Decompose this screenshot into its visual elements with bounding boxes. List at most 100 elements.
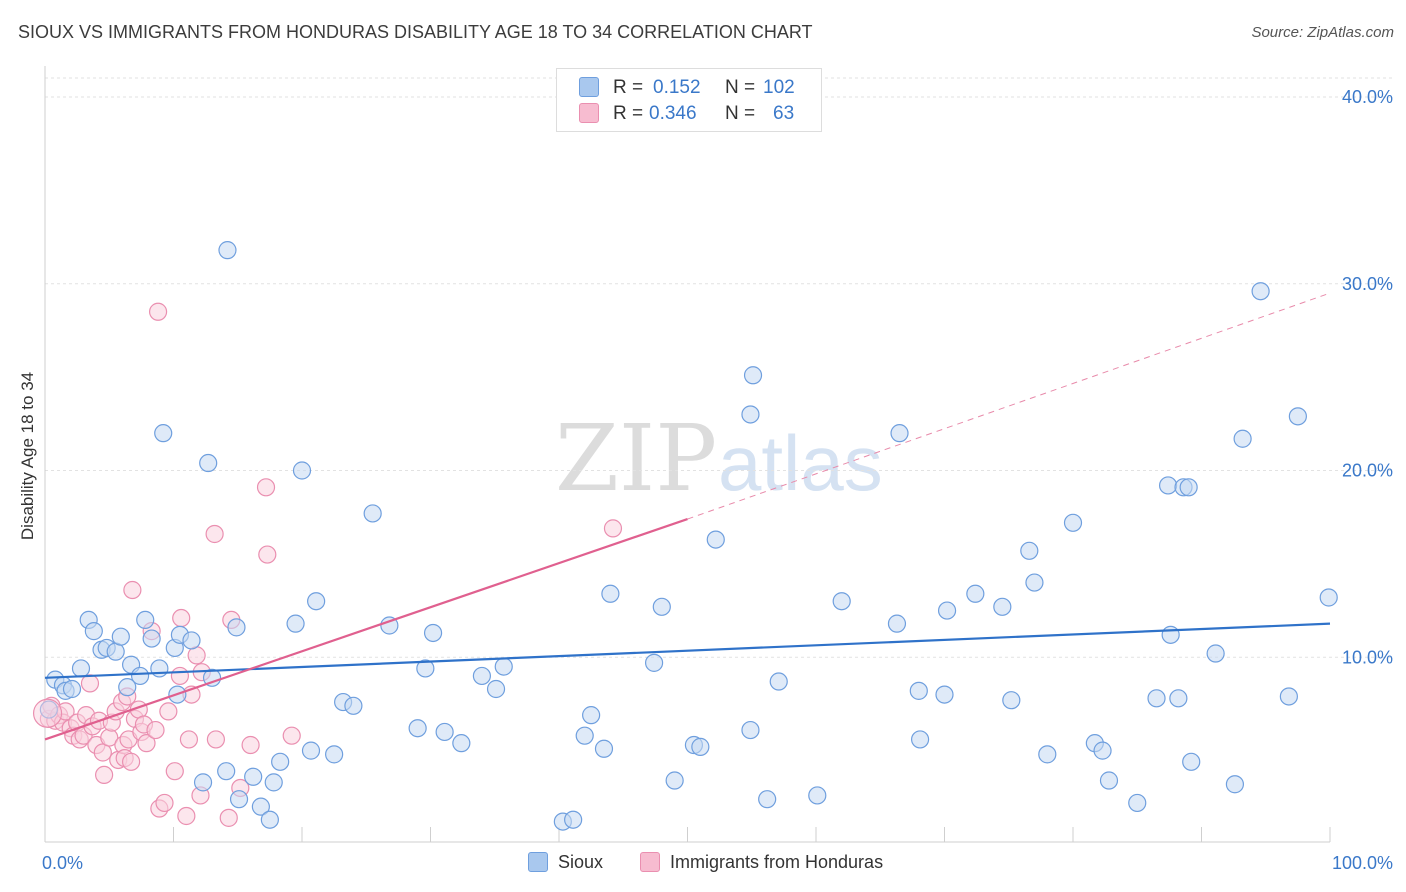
legend-r-label: R =	[613, 77, 644, 98]
data-point	[1147, 689, 1166, 708]
data-point	[564, 810, 583, 829]
source-label: Source: ZipAtlas.com	[1251, 24, 1394, 41]
data-point	[435, 722, 454, 742]
data-point	[937, 601, 957, 620]
data-point	[218, 241, 237, 260]
data-point	[808, 786, 827, 805]
data-point	[182, 631, 201, 650]
data-point	[111, 627, 130, 646]
data-point	[155, 793, 174, 813]
data-point	[130, 666, 150, 686]
y-tick-label: 10.0%	[1342, 647, 1393, 667]
legend-label-sioux: Sioux	[558, 852, 604, 872]
data-point	[1288, 407, 1307, 426]
watermark-atlas: atlas	[718, 419, 883, 507]
x-tick-labels: 0.0% 100.0%	[42, 853, 1393, 873]
data-point	[325, 745, 344, 764]
data-point	[890, 424, 909, 443]
legend-n-label: N =	[725, 103, 756, 124]
data-point	[887, 614, 907, 633]
data-point	[84, 622, 103, 641]
data-point	[217, 762, 236, 781]
data-point	[582, 706, 601, 725]
data-points	[32, 241, 1338, 831]
x-tick-label: 100.0%	[1332, 853, 1393, 873]
data-point	[241, 735, 260, 755]
data-point	[286, 614, 305, 633]
data-point	[136, 610, 155, 630]
legend-swatch-honduras	[640, 852, 660, 872]
data-point	[1002, 691, 1021, 710]
data-point	[472, 666, 491, 686]
data-point	[80, 674, 100, 693]
data-point	[282, 726, 301, 745]
data-point	[219, 808, 238, 827]
y-tick-label: 30.0%	[1342, 274, 1393, 294]
data-point	[1093, 741, 1112, 760]
data-point	[1161, 625, 1180, 644]
data-point	[95, 765, 114, 785]
data-point	[652, 597, 671, 616]
data-point	[1038, 745, 1057, 764]
data-point	[494, 657, 513, 676]
data-point	[202, 668, 222, 687]
data-point	[154, 424, 173, 443]
data-point	[1179, 478, 1198, 497]
data-point	[935, 685, 954, 704]
data-point	[1063, 513, 1083, 532]
data-point	[741, 405, 760, 424]
y-axis-label: Disability Age 18 to 34	[18, 371, 37, 541]
data-point	[344, 696, 363, 715]
data-point	[665, 771, 684, 790]
data-point	[758, 790, 777, 809]
data-point	[1225, 775, 1245, 794]
y-tick-label: 40.0%	[1342, 87, 1393, 107]
legend-r-value: 0.152	[653, 77, 701, 98]
data-point	[32, 698, 63, 728]
trend-line-honduras	[44, 518, 688, 741]
data-point	[691, 737, 710, 756]
legend-swatch-sioux	[528, 852, 548, 872]
data-point	[256, 478, 276, 497]
data-point	[993, 597, 1012, 616]
data-point	[363, 504, 382, 523]
y-tick-labels: 10.0% 20.0% 30.0% 40.0%	[1342, 87, 1393, 667]
legend-r-value: 0.346	[649, 103, 697, 124]
data-point	[301, 741, 321, 760]
data-point	[966, 584, 985, 603]
data-point	[142, 629, 161, 648]
data-point	[170, 666, 190, 686]
data-point	[416, 659, 435, 678]
data-point	[594, 739, 614, 758]
data-point	[910, 730, 930, 749]
trend-lines	[44, 292, 1331, 741]
data-point	[121, 752, 141, 771]
data-point	[452, 734, 471, 753]
legend-stats: R = 0.152 N = 102 R = 0.346 N = 63	[556, 68, 822, 132]
data-point	[644, 653, 664, 672]
data-point	[1169, 689, 1188, 708]
data-point	[118, 678, 137, 697]
data-point	[150, 659, 169, 678]
data-point	[227, 618, 246, 637]
legend-n-value: 63	[773, 103, 795, 124]
data-point	[1279, 687, 1298, 706]
data-point	[260, 810, 279, 829]
data-point	[909, 681, 928, 700]
data-point	[258, 545, 277, 564]
data-point	[177, 806, 196, 826]
trend-line-honduras-extrapolated	[687, 292, 1331, 520]
data-point	[575, 726, 594, 745]
data-point	[601, 584, 620, 603]
data-point	[146, 720, 165, 740]
data-point	[71, 659, 91, 678]
data-point	[1206, 644, 1225, 663]
watermark-zip: ZIP	[555, 405, 717, 512]
data-point	[229, 790, 249, 809]
data-point	[148, 302, 168, 321]
legend-label-honduras: Immigrants from Honduras	[670, 852, 884, 872]
data-point	[408, 719, 427, 738]
data-point	[199, 453, 218, 473]
data-point	[264, 773, 283, 792]
